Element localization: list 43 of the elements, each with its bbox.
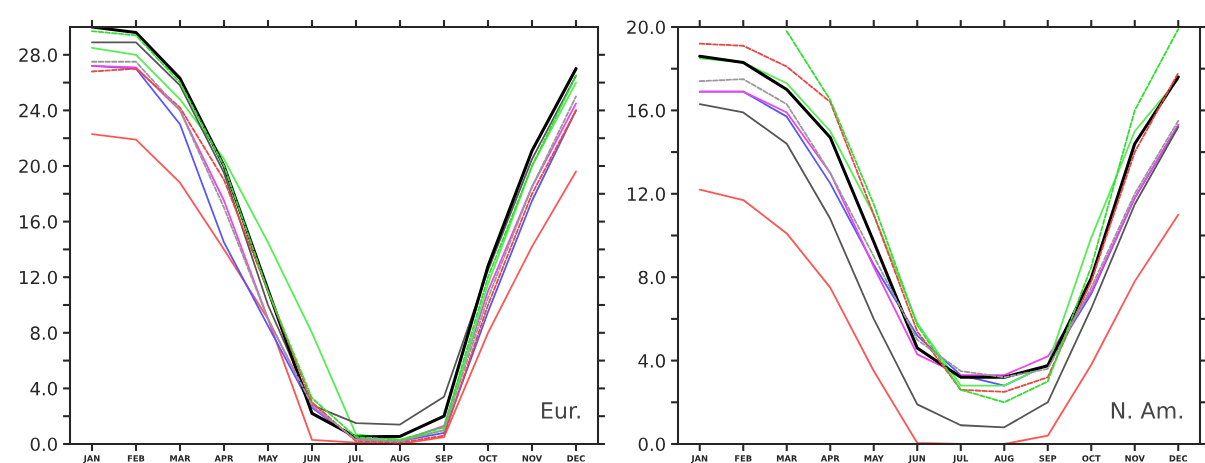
x-tick-label: MAR: [170, 455, 191, 462]
x-tick-label: SEP: [1039, 455, 1057, 462]
line-series: [698, 188, 1180, 444]
x-tick-label: JAN: [83, 455, 100, 463]
y-tick-label: 16.0: [19, 215, 57, 229]
x-tick-label: OCT: [1082, 455, 1101, 462]
x-tick-label: FEB: [735, 455, 752, 462]
x-tick-label: AUG: [390, 455, 410, 462]
x-tick-label: JUL: [952, 455, 969, 463]
y-tick-label: 12.0: [627, 187, 665, 201]
x-tick-label: APR: [214, 455, 234, 462]
x-tick-label: JUN: [303, 455, 320, 463]
x-tick-label: DEC: [1169, 455, 1188, 462]
x-tick-label: JAN: [691, 455, 708, 463]
x-tick-label: JUN: [908, 455, 925, 463]
x-tick-label: MAR: [776, 455, 798, 462]
y-tick-label: 12.0: [19, 270, 57, 285]
x-tick-label: NOV: [1125, 455, 1145, 462]
line-series: [785, 28, 1180, 404]
x-tick-label: JUL: [347, 455, 364, 463]
y-tick-label: 4.0: [638, 354, 665, 368]
y-tick-label: 0.0: [638, 437, 665, 452]
annotation: N. Am.: [1111, 402, 1182, 419]
x-tick-label: APR: [820, 455, 840, 462]
annotation: Eur.: [542, 402, 580, 419]
x-tick-label: OCT: [478, 455, 498, 462]
line-series: [698, 103, 1180, 429]
x-tick-label: DEC: [567, 455, 585, 462]
y-tick-label: 16.0: [627, 103, 665, 118]
x-tick-label: MAY: [258, 455, 279, 462]
y-tick-label: 24.0: [19, 103, 57, 118]
y-tick-label: 20.0: [627, 20, 665, 35]
x-tick-label: AUG: [994, 455, 1014, 462]
x-tick-label: MAY: [864, 455, 884, 462]
y-tick-label: 0.0: [30, 437, 57, 452]
x-tick-label: FEB: [127, 455, 145, 462]
x-tick-label: SEP: [435, 455, 453, 462]
y-tick-label: 8.0: [30, 326, 57, 340]
y-tick-label: 28.0: [19, 48, 57, 62]
x-tick-label: NOV: [522, 455, 543, 462]
y-tick-label: 8.0: [638, 270, 665, 285]
y-tick-label: 20.0: [19, 159, 57, 174]
y-tick-label: 4.0: [30, 381, 57, 396]
